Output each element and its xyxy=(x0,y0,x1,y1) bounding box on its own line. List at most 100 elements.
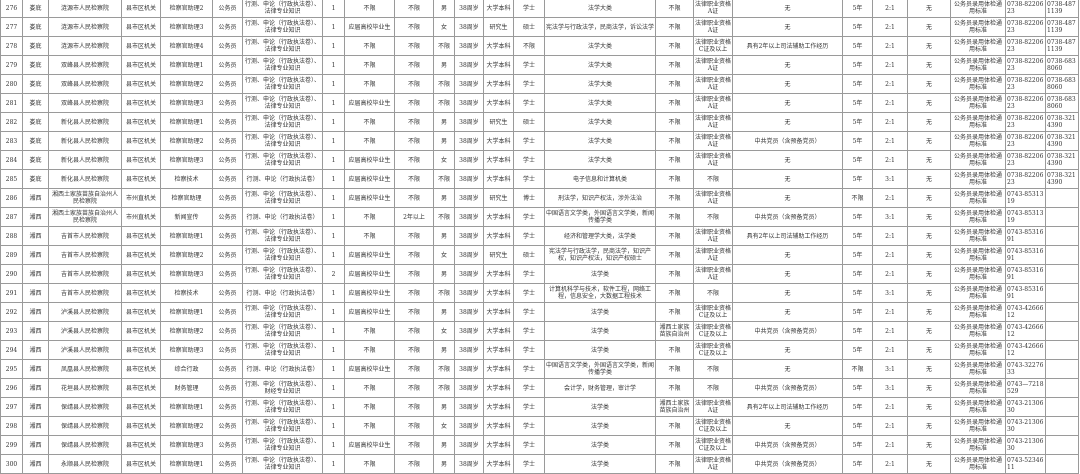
position-cell: 检察官助理2 xyxy=(160,416,213,436)
contact-phone-2-cell xyxy=(1045,397,1079,417)
gender-cell: 男 xyxy=(433,112,455,132)
interview-ratio-cell: 3:1 xyxy=(872,169,908,189)
min-service-cell: 5年 xyxy=(842,36,873,56)
skill-test-cell: 无 xyxy=(907,302,951,322)
agency-level-cell: 县市区机关 xyxy=(121,359,161,379)
education-cell: 大学本科 xyxy=(483,74,514,94)
degree-cell: 学士 xyxy=(513,150,545,170)
contact-phone-2-cell: 0738-6838060 xyxy=(1045,93,1079,113)
exam-subjects-cell: 行测、申论（行政执法卷）、法律专业知识 xyxy=(242,245,323,265)
candidate-source-cell: 不限 xyxy=(344,416,395,436)
age-limit-cell: 38周岁 xyxy=(454,321,484,341)
physical-standard-cell: 公务员录用体检通用标准 xyxy=(950,169,1006,189)
position-cell: 检察官助理3 xyxy=(160,264,213,284)
major-cell: 电子信息和计算机类 xyxy=(544,169,656,189)
min-service-cell: 5年 xyxy=(842,416,873,436)
seq-no-cell: 276 xyxy=(0,0,23,18)
degree-cell: 学士 xyxy=(513,435,545,455)
other-requirements-cell: 具有2年以上司法辅助工作经历 xyxy=(732,36,843,56)
education-cell: 大学本科 xyxy=(483,378,514,398)
work-experience-cell: 不限 xyxy=(394,169,434,189)
gender-cell: 男 xyxy=(433,131,455,151)
gender-cell: 女 xyxy=(433,17,455,37)
contact-phone-cell: 0743-8531691 xyxy=(1005,245,1046,265)
seq-no-cell: 287 xyxy=(0,207,23,227)
exam-subjects-cell: 行测、申论（行政执法卷）、法律专业知识 xyxy=(242,416,323,436)
interview-ratio-cell: 2:1 xyxy=(872,340,908,360)
position-cell: 检察官助理1 xyxy=(160,226,213,246)
agency-level-cell: 市州直机关 xyxy=(121,188,161,208)
other-requirements-cell: 无 xyxy=(732,302,843,322)
qualification-cell: 法律职业资格C证及以上 xyxy=(693,340,733,360)
physical-standard-cell: 公务员录用体检通用标准 xyxy=(950,112,1006,132)
interview-ratio-cell: 2:1 xyxy=(872,150,908,170)
headcount-cell: 1 xyxy=(322,302,345,322)
employer-cell: 吉首市人民检察院 xyxy=(48,245,122,265)
education-cell: 大学本科 xyxy=(483,397,514,417)
position-type-cell: 公务员 xyxy=(212,302,243,322)
qualification-cell: 法律职业资格A证 xyxy=(693,55,733,75)
position-type-cell: 公务员 xyxy=(212,74,243,94)
exam-subjects-cell: 行测、申论（行政执法卷）、法律专业知识 xyxy=(242,302,323,322)
physical-standard-cell: 公务员录用体检通用标准 xyxy=(950,435,1006,455)
candidate-source-cell: 应届高校毕业生 xyxy=(344,245,395,265)
exam-subjects-cell: 行测、申论（行政执法卷）、法律专业知识 xyxy=(242,74,323,94)
position-cell: 财务管理 xyxy=(160,378,213,398)
region-cell: 湘西 xyxy=(22,454,49,474)
seq-no-cell: 279 xyxy=(0,55,23,75)
residence-cell: 不限 xyxy=(655,454,694,474)
region-cell: 湘西 xyxy=(22,188,49,208)
interview-ratio-cell: 3:1 xyxy=(872,378,908,398)
min-service-cell: 5年 xyxy=(842,283,873,303)
other-requirements-cell: 无 xyxy=(732,340,843,360)
degree-cell: 学士 xyxy=(513,321,545,341)
position-type-cell: 公务员 xyxy=(212,150,243,170)
interview-ratio-cell: 3:1 xyxy=(872,283,908,303)
exam-subjects-cell: 行测、申论（行政执法卷）、法律专业知识 xyxy=(242,131,323,151)
interview-ratio-cell: 2:1 xyxy=(872,93,908,113)
position-type-cell: 公务员 xyxy=(212,283,243,303)
major-cell: 法学类 xyxy=(544,454,656,474)
contact-phone-2-cell xyxy=(1045,245,1079,265)
gender-cell: 女 xyxy=(433,150,455,170)
headcount-cell: 1 xyxy=(322,416,345,436)
agency-level-cell: 县市区机关 xyxy=(121,340,161,360)
min-service-cell: 5年 xyxy=(842,17,873,37)
qualification-cell: 法律职业资格A证 xyxy=(693,188,733,208)
position-type-cell: 公务员 xyxy=(212,359,243,379)
table-row: 293 湘西 泸溪县人民检察院 县市区机关 检察官助理2 公务员 行测、申论（行政执法卷）、… xyxy=(0,321,1079,341)
major-cell: 法学大类 xyxy=(544,74,656,94)
age-limit-cell: 38周岁 xyxy=(454,188,484,208)
min-service-cell: 5年 xyxy=(842,169,873,189)
seq-no-cell: 281 xyxy=(0,93,23,113)
qualification-cell: 不限 xyxy=(693,359,733,379)
contact-phone-cell: 0743-8531319 xyxy=(1005,207,1046,227)
qualification-cell: 不限 xyxy=(693,207,733,227)
residence-cell: 不限 xyxy=(655,131,694,151)
contact-phone-2-cell: 0738-6838060 xyxy=(1045,74,1079,94)
residence-cell: 不限 xyxy=(655,207,694,227)
other-requirements-cell: 无 xyxy=(732,55,843,75)
contact-phone-2-cell xyxy=(1045,264,1079,284)
physical-standard-cell: 公务员录用体检通用标准 xyxy=(950,302,1006,322)
skill-test-cell: 无 xyxy=(907,283,951,303)
contact-phone-cell: 0743-5234611 xyxy=(1005,454,1046,474)
qualification-cell: 法律职业资格A证 xyxy=(693,0,733,18)
age-limit-cell: 38周岁 xyxy=(454,36,484,56)
qualification-cell: 法律职业资格A证 xyxy=(693,397,733,417)
education-cell: 大学本科 xyxy=(483,131,514,151)
agency-level-cell: 县市区机关 xyxy=(121,454,161,474)
contact-phone-2-cell xyxy=(1045,435,1079,455)
skill-test-cell: 无 xyxy=(907,321,951,341)
interview-ratio-cell: 2:1 xyxy=(872,0,908,18)
employer-cell: 新化县人民检察院 xyxy=(48,150,122,170)
employer-cell: 吉首市人民检察院 xyxy=(48,264,122,284)
seq-no-cell: 293 xyxy=(0,321,23,341)
contact-phone-2-cell xyxy=(1045,188,1079,208)
physical-standard-cell: 公务员录用体检通用标准 xyxy=(950,17,1006,37)
age-limit-cell: 38周岁 xyxy=(454,0,484,18)
contact-phone-2-cell: 0738-4871139 xyxy=(1045,36,1079,56)
work-experience-cell: 不限 xyxy=(394,150,434,170)
interview-ratio-cell: 2:1 xyxy=(872,454,908,474)
age-limit-cell: 38周岁 xyxy=(454,207,484,227)
